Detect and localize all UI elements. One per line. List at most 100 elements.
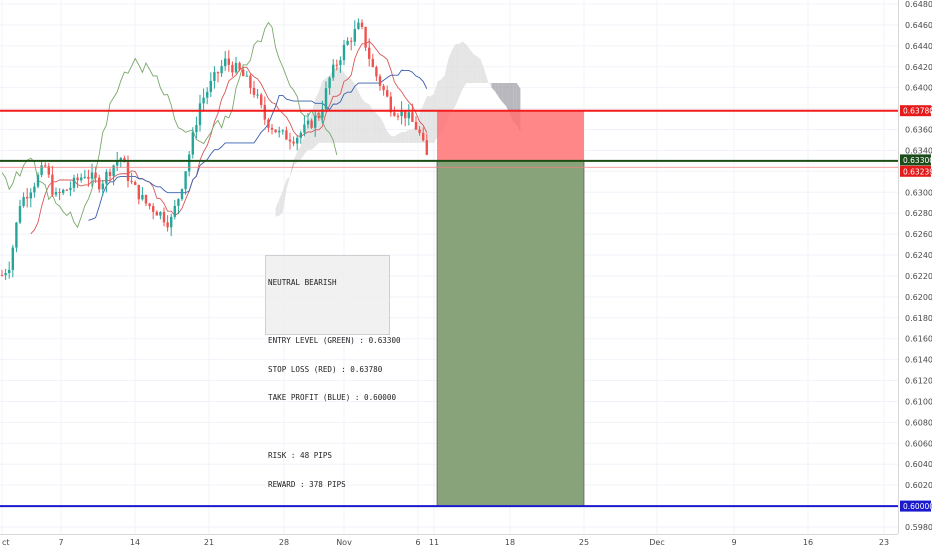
cloud-segment <box>499 83 503 102</box>
cloud-segment <box>492 83 496 92</box>
annotation-line <box>268 422 389 432</box>
trade-annotation[interactable]: NEUTRAL BEARISH ENTRY LEVEL (GREEN) : 0.… <box>265 255 390 335</box>
candle-body <box>264 105 266 120</box>
cloud-segment <box>409 130 413 143</box>
candle-body <box>318 116 320 118</box>
time-tick-label: 23 <box>879 538 889 547</box>
candle-body <box>195 125 197 132</box>
candle-body <box>170 217 172 227</box>
candle-body <box>285 130 287 139</box>
candle-body <box>98 178 100 190</box>
candle-body <box>8 270 10 273</box>
candle-body <box>296 138 298 144</box>
price-tag-label: 0.63780 <box>903 107 932 116</box>
candle-body <box>145 195 147 204</box>
candle-body <box>303 125 305 133</box>
candle-body <box>76 178 78 181</box>
candle-body <box>202 98 204 104</box>
candle-body <box>246 76 248 77</box>
candle-body <box>253 88 255 95</box>
time-tick-label: 28 <box>279 538 289 547</box>
cloud-segment <box>402 132 406 143</box>
candlesticks <box>1 18 428 280</box>
candle-body <box>213 72 215 81</box>
candle-body <box>386 90 388 96</box>
cloud-segment <box>279 191 283 216</box>
candle-body <box>339 60 341 65</box>
candle-body <box>418 129 420 132</box>
candle-body <box>199 103 201 125</box>
cloud-segment <box>430 94 434 143</box>
candle-body <box>328 78 330 89</box>
candle-body <box>411 112 413 122</box>
cloud-segment <box>340 67 344 143</box>
candle-body <box>354 29 356 42</box>
candle-body <box>105 172 107 184</box>
candle-body <box>271 128 273 130</box>
candle-body <box>37 175 39 187</box>
annotation-line: RISK : 48 PIPS <box>268 451 389 461</box>
cloud-segment <box>337 67 341 143</box>
candle-body <box>127 162 129 181</box>
candle-body <box>19 206 21 223</box>
candle-body <box>408 112 410 118</box>
price-axis[interactable]: 0.648000.646000.644000.642000.640000.638… <box>899 0 932 534</box>
annotation-line: REWARD : 378 PIPS <box>268 480 389 490</box>
candle-body <box>134 182 136 185</box>
candle-body <box>426 140 428 155</box>
candle-body <box>40 165 42 175</box>
candle-body <box>141 195 143 199</box>
candle-body <box>375 67 377 76</box>
cloud-segment <box>495 83 499 97</box>
candle-body <box>184 171 186 189</box>
candle-body <box>69 188 71 190</box>
candle-body <box>278 131 280 132</box>
candle-body <box>1 275 3 276</box>
candle-body <box>224 59 226 67</box>
candle-body <box>138 185 140 199</box>
candle-body <box>192 132 194 154</box>
time-tick-label: 16 <box>803 538 813 547</box>
candle-body <box>73 178 75 188</box>
price-tag-label: 0.60000 <box>903 502 932 511</box>
cloud-segment <box>376 113 380 142</box>
candle-body <box>120 158 122 160</box>
cloud-segment <box>394 134 398 143</box>
candle-body <box>26 197 28 198</box>
time-tick-label: 6 <box>415 538 420 547</box>
price-tag-label: 0.63300 <box>903 156 932 165</box>
candle-body <box>55 192 57 195</box>
short-position-tool[interactable] <box>437 111 584 506</box>
cloud-segment <box>344 73 348 143</box>
cloud-segment <box>384 123 388 143</box>
candle-body <box>152 206 154 212</box>
cloud-segment <box>427 96 431 143</box>
candle-body <box>84 177 86 178</box>
candle-body <box>300 133 302 138</box>
cloud-segment <box>294 152 298 166</box>
candle-body <box>249 76 251 88</box>
cloud-segment <box>481 60 485 83</box>
candle-body <box>33 187 35 193</box>
cloud-segment <box>456 44 460 106</box>
candle-body <box>220 66 222 73</box>
annotation-line: NEUTRAL BEARISH <box>268 278 389 288</box>
cloud-segment <box>286 176 290 190</box>
reward-zone <box>437 161 584 506</box>
candle-body <box>372 59 374 67</box>
cloud-segment <box>405 130 409 143</box>
